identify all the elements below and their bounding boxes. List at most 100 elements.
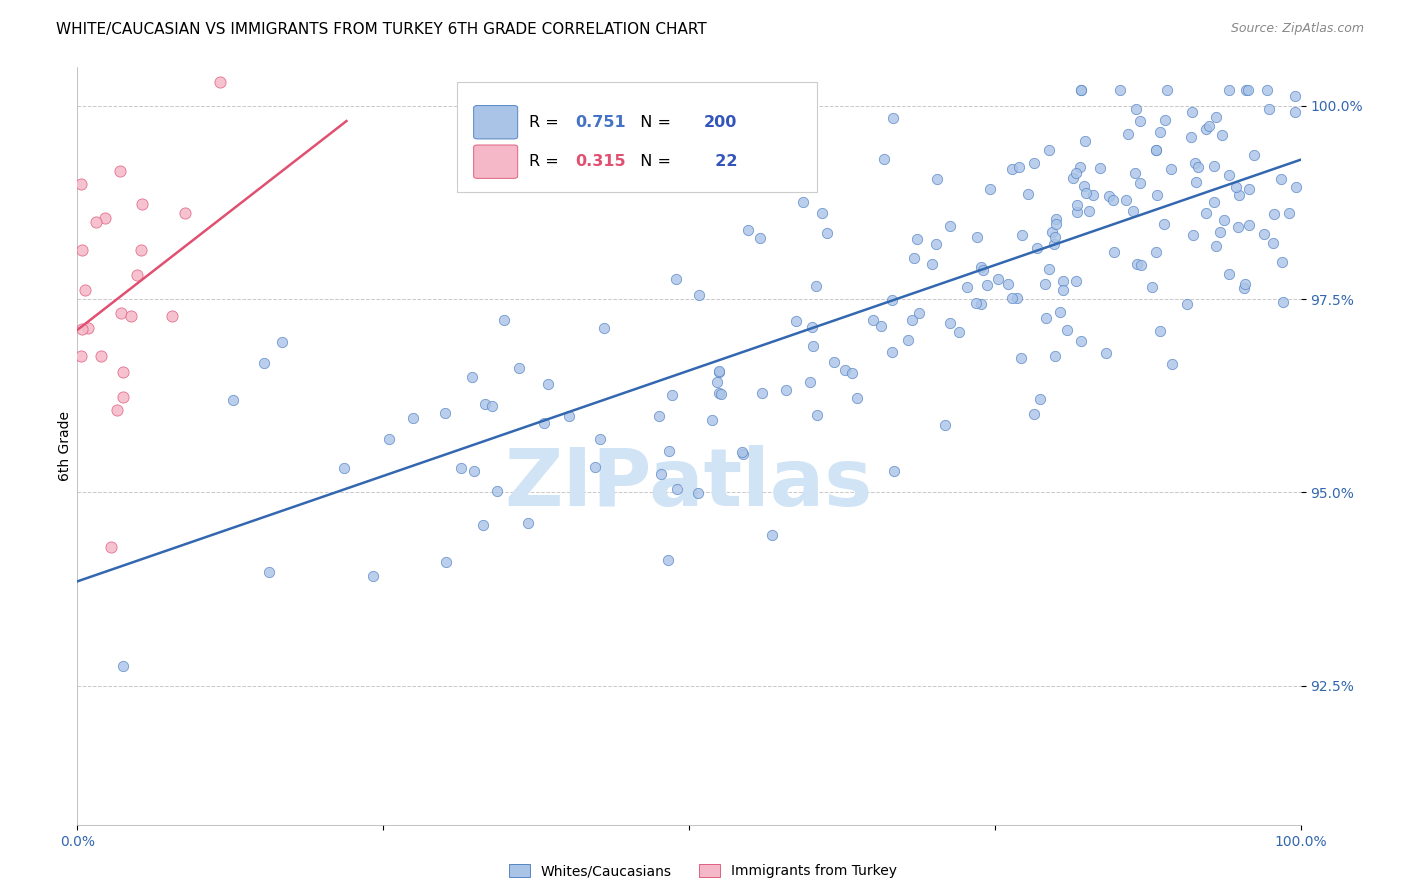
Point bbox=[69, 349, 91, 363]
Point bbox=[1218, 267, 1240, 281]
Point bbox=[1008, 160, 1031, 174]
Point bbox=[481, 400, 503, 414]
Text: 0.751: 0.751 bbox=[575, 115, 626, 129]
Point bbox=[1211, 128, 1233, 142]
Text: R =: R = bbox=[529, 154, 564, 169]
Point bbox=[806, 408, 828, 422]
Point bbox=[494, 313, 516, 327]
Point bbox=[1153, 218, 1175, 232]
Point bbox=[1108, 83, 1130, 97]
Point bbox=[1038, 143, 1060, 157]
Point bbox=[1218, 83, 1240, 97]
Point bbox=[1204, 159, 1226, 173]
Point bbox=[1098, 189, 1121, 203]
Point bbox=[934, 417, 956, 432]
Point bbox=[84, 215, 107, 229]
Point bbox=[925, 171, 948, 186]
Point bbox=[979, 182, 1001, 196]
Text: N =: N = bbox=[630, 154, 676, 169]
Text: 22: 22 bbox=[703, 154, 737, 169]
Text: 0.315: 0.315 bbox=[575, 154, 626, 169]
Point bbox=[1126, 257, 1149, 271]
Point bbox=[1074, 186, 1097, 200]
Point bbox=[1104, 244, 1126, 259]
Point bbox=[966, 230, 988, 244]
Point bbox=[925, 237, 948, 252]
Point bbox=[1125, 102, 1147, 116]
Point bbox=[1205, 238, 1227, 252]
Point bbox=[737, 223, 759, 237]
Point bbox=[972, 263, 994, 277]
Point bbox=[1218, 168, 1240, 182]
Point bbox=[1052, 274, 1074, 288]
Legend: Whites/Caucasians, Immigrants from Turkey: Whites/Caucasians, Immigrants from Turke… bbox=[502, 857, 904, 885]
Point bbox=[72, 322, 94, 336]
Point bbox=[1234, 83, 1257, 97]
Point bbox=[970, 260, 993, 274]
Point bbox=[845, 391, 868, 405]
Point bbox=[817, 226, 839, 240]
Point bbox=[1038, 261, 1060, 276]
Point bbox=[1233, 277, 1256, 292]
Point bbox=[1025, 242, 1047, 256]
Point bbox=[402, 410, 425, 425]
Point bbox=[1069, 160, 1091, 174]
Point bbox=[1149, 324, 1171, 338]
Point bbox=[749, 231, 772, 245]
Point bbox=[1284, 89, 1306, 103]
Point bbox=[486, 484, 509, 499]
Point bbox=[907, 306, 929, 320]
Point bbox=[976, 278, 998, 293]
Point bbox=[1156, 83, 1178, 97]
Point bbox=[921, 257, 943, 271]
Point bbox=[257, 565, 280, 579]
Point bbox=[1024, 155, 1046, 169]
Point bbox=[823, 354, 845, 368]
Point bbox=[333, 461, 356, 475]
Point bbox=[1070, 83, 1092, 97]
Point bbox=[706, 376, 728, 390]
Point bbox=[1258, 102, 1281, 116]
Point bbox=[129, 243, 152, 257]
Y-axis label: 6th Grade: 6th Grade bbox=[58, 411, 72, 481]
Point bbox=[517, 516, 540, 530]
Point bbox=[110, 163, 132, 178]
Point bbox=[1070, 83, 1092, 97]
Point bbox=[589, 433, 612, 447]
Point bbox=[1237, 83, 1260, 97]
Point bbox=[1271, 255, 1294, 269]
Point bbox=[120, 309, 142, 323]
Point bbox=[471, 518, 494, 533]
Point bbox=[707, 366, 730, 380]
Point bbox=[1253, 227, 1275, 242]
Point bbox=[77, 321, 100, 335]
Point bbox=[956, 280, 979, 294]
Point bbox=[1278, 206, 1301, 220]
Point bbox=[94, 211, 117, 225]
Point bbox=[461, 370, 484, 384]
Point bbox=[987, 272, 1010, 286]
Point bbox=[1140, 280, 1163, 294]
Point bbox=[1263, 207, 1285, 221]
Point bbox=[1195, 206, 1218, 220]
Point bbox=[1213, 213, 1236, 227]
Point bbox=[1227, 187, 1250, 202]
Point bbox=[112, 365, 135, 379]
Point bbox=[1122, 204, 1144, 219]
Point bbox=[1149, 125, 1171, 139]
Point bbox=[112, 390, 135, 404]
Point bbox=[100, 540, 122, 554]
Point bbox=[222, 393, 245, 408]
Point bbox=[1204, 195, 1226, 210]
Point bbox=[1272, 295, 1295, 310]
Point bbox=[1024, 407, 1046, 421]
Point bbox=[1129, 176, 1152, 190]
Point bbox=[1045, 230, 1067, 244]
Point bbox=[1237, 182, 1260, 196]
Point bbox=[1073, 178, 1095, 193]
Point bbox=[1052, 284, 1074, 298]
Point bbox=[1154, 112, 1177, 127]
Point bbox=[1010, 351, 1032, 366]
Point bbox=[905, 232, 928, 246]
Point bbox=[707, 364, 730, 378]
